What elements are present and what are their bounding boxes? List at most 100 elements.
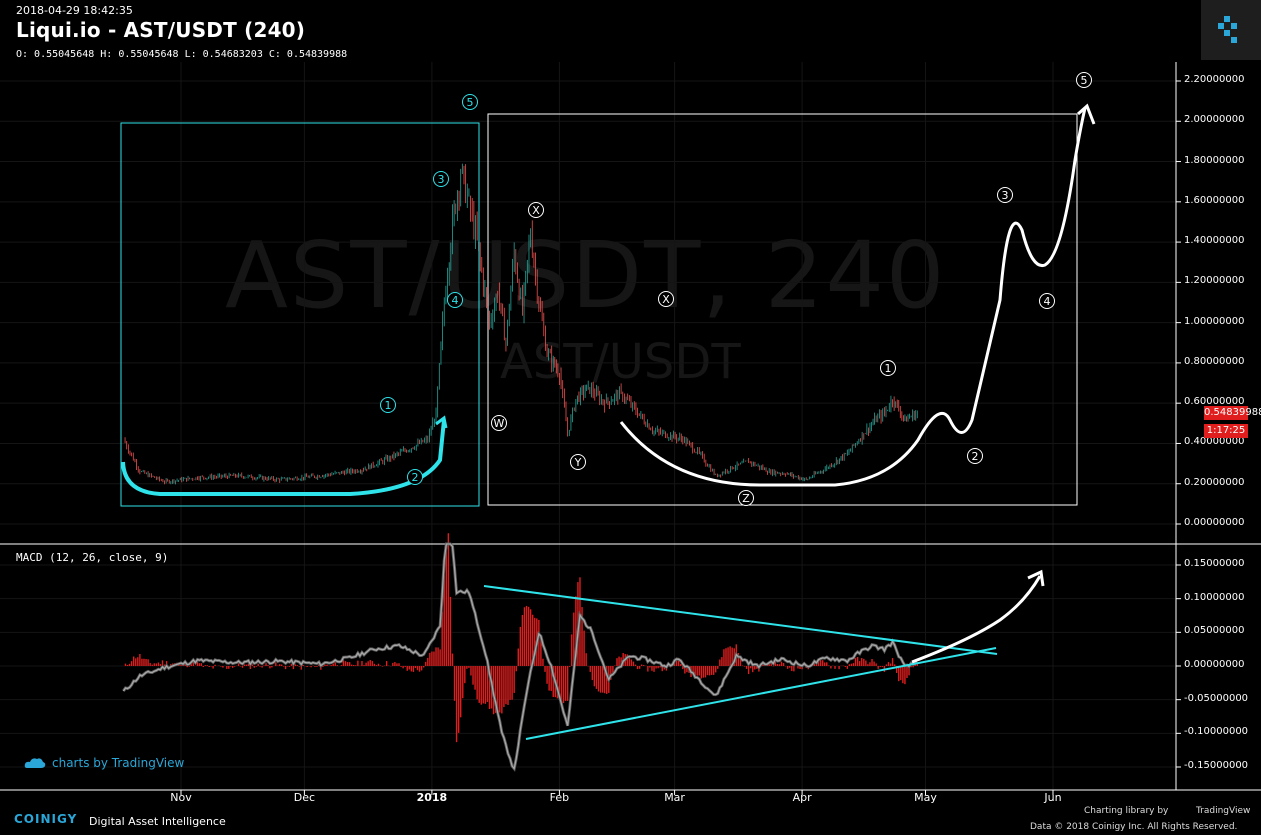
coinigy-wordmark: COINIGY xyxy=(14,812,78,826)
wave-marker[interactable]: 5 xyxy=(462,94,478,110)
wave-marker[interactable]: 2 xyxy=(967,448,983,464)
price-tick-label: 0.00000000 xyxy=(1184,517,1245,528)
macd-tick-label: 0.05000000 xyxy=(1184,625,1245,637)
grid-lines xyxy=(0,62,1181,795)
wave-marker-circle xyxy=(1076,72,1092,88)
price-tick-label: 0.20000000 xyxy=(1184,476,1245,488)
wave-marker-label: Y xyxy=(574,456,582,469)
tradingview-credit[interactable]: charts by TradingView xyxy=(24,756,184,770)
wave-marker-circle xyxy=(880,360,896,376)
macd-tick-label: -0.10000000 xyxy=(1184,726,1249,738)
wave-marker-label: 4 xyxy=(452,294,459,307)
wave-marker[interactable]: 3 xyxy=(433,171,449,187)
wave-marker-label: 4 xyxy=(1044,295,1051,308)
wave-marker-circle xyxy=(738,490,754,506)
wave-marker-circle xyxy=(447,292,463,308)
macd-projection-path xyxy=(911,575,1042,664)
time-tick-label: Feb xyxy=(549,791,570,804)
wave-marker-circle xyxy=(570,454,586,470)
wave-marker[interactable]: 4 xyxy=(1039,293,1055,309)
macd-support-line xyxy=(525,647,997,740)
wave-marker[interactable]: 5 xyxy=(1076,72,1092,88)
time-tick-label: Mar xyxy=(664,791,685,804)
tradingview-credit-label: charts by TradingView xyxy=(52,756,185,770)
price-tick-label: 1.80000000 xyxy=(1184,154,1245,166)
macd-line xyxy=(122,542,918,772)
wave-marker-label: 2 xyxy=(972,450,979,463)
macd-projection-arrowhead xyxy=(1027,569,1045,587)
wave-marker[interactable]: X xyxy=(528,202,544,218)
time-tick-label: Dec xyxy=(293,791,316,804)
macd-tick-label: 0.15000000 xyxy=(1184,558,1245,569)
time-tick-label: May xyxy=(914,791,937,804)
wave-marker[interactable]: X xyxy=(658,291,674,307)
wave-marker-circle xyxy=(1039,293,1055,309)
ohlc-readout: O: 0.55045648 H: 0.55045648 L: 0.5468320… xyxy=(16,49,348,60)
watermark-pair: AST/USDT xyxy=(500,334,741,390)
price-tick-label: 1.00000000 xyxy=(1184,315,1245,327)
wave-marker-circle xyxy=(997,187,1013,203)
projection-path xyxy=(619,107,1087,487)
coinigy-logo-glyph xyxy=(1218,16,1237,43)
wave-marker-label: X xyxy=(662,293,670,306)
macd-tick-label: 0.10000000 xyxy=(1184,591,1245,603)
projection-arrowhead xyxy=(1077,103,1096,125)
chart-title: Liqui.io - AST/USDT (240) xyxy=(16,18,306,42)
wave-marker-label: 3 xyxy=(1002,189,1009,202)
wave-marker[interactable]: W xyxy=(491,415,507,431)
impulse-box xyxy=(120,122,480,507)
macd-tick-label: -0.05000000 xyxy=(1184,692,1249,704)
time-tick-label: Jun xyxy=(1044,791,1062,804)
wave-marker-label: 5 xyxy=(1081,74,1088,87)
wave-marker[interactable]: 2 xyxy=(407,469,423,485)
wave-marker-circle xyxy=(491,415,507,431)
price-tick-label: 0.60000000 xyxy=(1184,396,1245,408)
wave-marker-circle xyxy=(967,448,983,464)
price-candles xyxy=(124,163,918,485)
macd-resistance-line xyxy=(483,585,998,655)
time-tick-label: 2018 xyxy=(416,791,448,804)
coinigy-logo-icon[interactable] xyxy=(1201,0,1261,60)
time-tick-label: Apr xyxy=(792,791,812,804)
wave-marker-label: 1 xyxy=(385,399,392,412)
price-tick-label: 1.60000000 xyxy=(1184,194,1245,206)
wave-marker[interactable]: 1 xyxy=(380,397,396,413)
macd-main-line xyxy=(122,543,918,770)
wave-marker-circle xyxy=(433,171,449,187)
drawings xyxy=(120,103,1096,740)
price-tick-label: 1.20000000 xyxy=(1184,275,1245,287)
wave-marker-circle xyxy=(380,397,396,413)
price-tick-label: 0.80000000 xyxy=(1184,355,1245,367)
tradingview-cloud-icon xyxy=(24,758,46,768)
wave-marker-circle xyxy=(658,291,674,307)
macd-tick-label: -0.15000000 xyxy=(1184,760,1249,771)
base-curve xyxy=(121,419,446,496)
price-tick-label: 0.40000000 xyxy=(1184,436,1245,448)
price-tick-label: 2.00000000 xyxy=(1184,114,1245,126)
wave-marker-label: W xyxy=(494,417,505,430)
tradingview-small-credit[interactable]: TradingView xyxy=(1196,806,1251,816)
wave-marker[interactable]: 1 xyxy=(880,360,896,376)
macd-indicator-label[interactable]: MACD (12, 26, close, 9) xyxy=(16,551,169,564)
base-curve-arrowhead xyxy=(435,415,448,429)
price-tick-label: 2.20000000 xyxy=(1184,74,1245,85)
wave-marker-circle xyxy=(407,469,423,485)
wave-marker[interactable]: Y xyxy=(570,454,586,470)
wave-markers: 1 2 3 4 5 W X Y X Z 1 2 3 4 5 xyxy=(380,72,1092,506)
charting-library-credit: Charting library by xyxy=(1084,806,1169,816)
coinigy-tagline: Digital Asset Intelligence xyxy=(89,815,226,828)
wave-marker[interactable]: Z xyxy=(738,490,754,506)
price-tick-label: 1.40000000 xyxy=(1184,235,1245,247)
wave-marker-circle xyxy=(462,94,478,110)
wave-marker-circle xyxy=(528,202,544,218)
wave-marker[interactable]: 3 xyxy=(997,187,1013,203)
macd-tick-label: 0.00000000 xyxy=(1184,659,1245,670)
correction-box xyxy=(487,113,1078,506)
wave-marker-label: 1 xyxy=(885,362,892,375)
wave-marker[interactable]: 4 xyxy=(447,292,463,308)
wave-marker-label: 3 xyxy=(438,173,445,186)
countdown-tag: 1:17:25 xyxy=(1204,424,1248,438)
wave-marker-label: 5 xyxy=(467,96,474,109)
wave-marker-label: X xyxy=(532,204,540,217)
